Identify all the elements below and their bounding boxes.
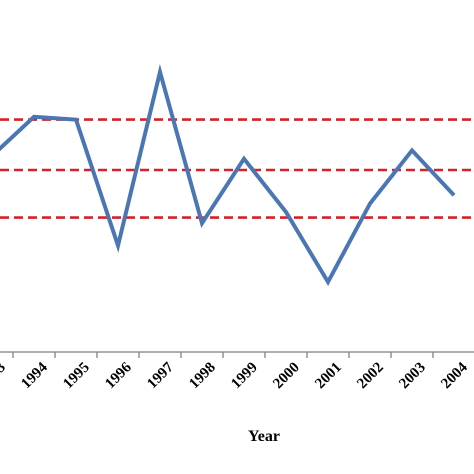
- x-tick-label: 1997: [144, 359, 177, 392]
- x-tick-label: 2004: [438, 359, 471, 392]
- x-tick-label: 1993: [0, 360, 9, 393]
- x-tick-label: 2002: [354, 360, 387, 393]
- x-axis-ticks: [12, 352, 434, 358]
- series-line-1: [0, 64, 456, 287]
- x-tick-label: 2003: [396, 360, 429, 393]
- x-tick-label: 1998: [186, 360, 219, 393]
- x-tick-label: 2001: [312, 360, 345, 393]
- x-axis-tick-labels: 1993 1994 1995 1996 1997 1998 1999 2000 2001 2002…: [0, 359, 471, 392]
- x-tick-label: 1995: [60, 360, 93, 393]
- x-tick-label: 1996: [102, 359, 135, 392]
- series-group: [0, 64, 456, 287]
- x-tick-label: 1999: [228, 360, 261, 393]
- x-axis-title: Year: [248, 428, 280, 445]
- x-tick-label: 2000: [270, 360, 303, 393]
- x-tick-label: 1994: [18, 359, 51, 392]
